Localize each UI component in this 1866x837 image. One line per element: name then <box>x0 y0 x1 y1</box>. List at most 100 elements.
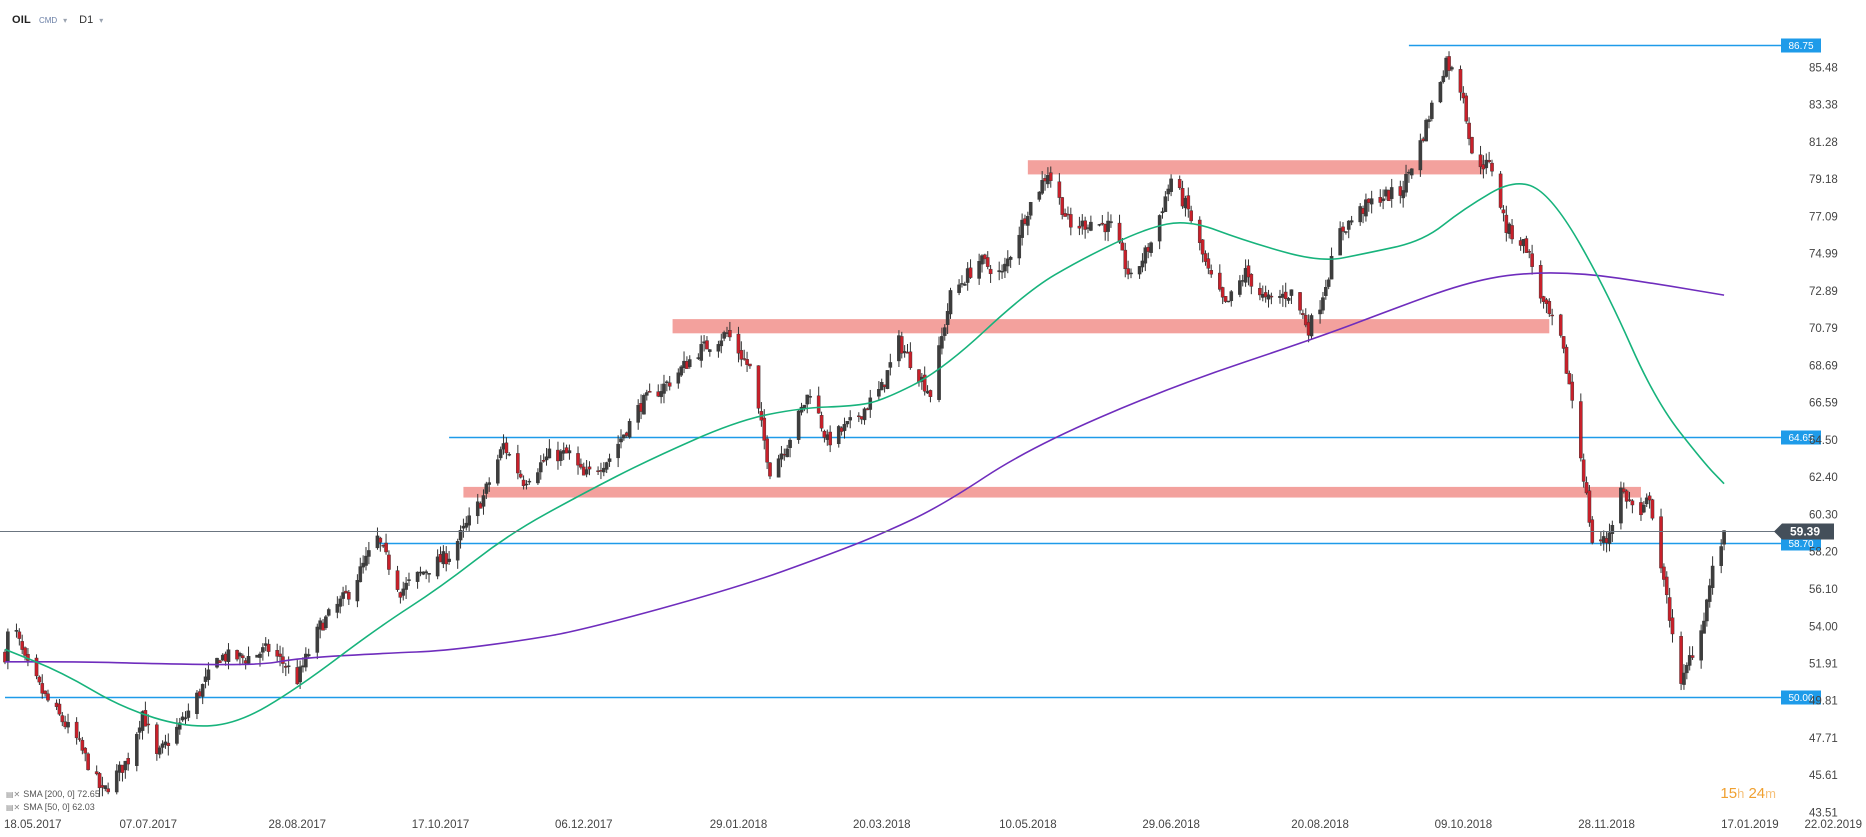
candle-body <box>805 394 810 405</box>
candle-body <box>86 753 90 771</box>
candle-body <box>1269 295 1274 298</box>
candle-body <box>1450 67 1454 70</box>
candle-body <box>1550 314 1554 317</box>
candle-body <box>1650 499 1655 519</box>
indicator-settings-icon[interactable]: ▤✕ <box>6 802 21 812</box>
candle-body <box>1258 288 1262 296</box>
candle-body <box>1490 162 1494 172</box>
candle-body <box>942 327 947 336</box>
level-tag-label: 58.70 <box>1788 539 1813 550</box>
horizontal-levels: 86.75 64.65 58.70 50.00 <box>5 38 1821 705</box>
level-tag <box>1781 690 1821 705</box>
candle-body <box>662 383 666 394</box>
candle-body <box>358 566 363 583</box>
candle-body <box>822 430 827 438</box>
y-tick-label: 54.00 <box>1809 621 1838 633</box>
candle-body <box>518 473 523 478</box>
candle-body <box>1627 499 1632 501</box>
candle-body <box>458 529 463 541</box>
candle-body <box>1679 636 1683 684</box>
candle-body <box>83 747 88 754</box>
symbol-dropdown-icon[interactable]: ▾ <box>63 15 68 25</box>
candle-body <box>195 692 199 715</box>
candle-body <box>963 283 967 286</box>
candle-body <box>899 336 904 354</box>
y-tick-label: 56.10 <box>1809 584 1838 596</box>
timeframe-dropdown-icon[interactable]: ▾ <box>99 15 104 25</box>
candle-body <box>1702 620 1706 634</box>
candle-body <box>1126 268 1130 275</box>
candle-body <box>619 438 623 443</box>
symbol-label[interactable]: OIL <box>12 14 31 26</box>
candle-body <box>527 480 532 483</box>
candle-body <box>985 257 990 267</box>
candle-body <box>908 351 913 368</box>
candle-body <box>1077 225 1082 229</box>
candle-body <box>521 479 526 487</box>
candle-body <box>779 453 784 460</box>
candle-body <box>1685 664 1689 674</box>
candle-body <box>1226 300 1231 303</box>
candle-body <box>1326 279 1331 287</box>
candle-body <box>97 773 102 789</box>
candle-body <box>1710 565 1715 588</box>
candle-body <box>114 770 119 793</box>
candle-body <box>828 431 832 446</box>
candle-body <box>1344 231 1348 233</box>
candle-body <box>155 724 159 754</box>
candle-body <box>1561 336 1566 349</box>
level-tag-label: 64.65 <box>1788 433 1813 444</box>
candle-body <box>496 459 500 484</box>
x-tick-label: 09.10.2018 <box>1435 819 1493 831</box>
candle-body <box>1664 576 1669 596</box>
y-tick-label: 72.89 <box>1809 286 1838 298</box>
candle-body <box>1524 238 1529 253</box>
candle-body <box>1318 309 1322 315</box>
timeframe-label[interactable]: D1 <box>79 14 94 26</box>
candle-body <box>1584 482 1589 494</box>
candle-body <box>1189 210 1193 222</box>
candle-body <box>94 771 99 775</box>
x-tick-label: 07.07.2017 <box>119 819 177 831</box>
candle-body <box>1177 179 1182 189</box>
candle-body <box>888 362 893 368</box>
candle-body <box>1624 490 1629 502</box>
candle-body <box>1719 546 1724 566</box>
candle-body <box>427 573 431 575</box>
candle-body <box>1048 172 1053 181</box>
candle-body <box>1129 272 1133 275</box>
indicator-settings-icon[interactable]: ▤✕ <box>6 789 21 799</box>
price-axis[interactable]: 85.48 83.38 81.28 79.18 77.09 74.99 72.89 70.79… <box>1809 62 1838 819</box>
candle-body <box>547 448 552 459</box>
candle-body <box>258 653 262 658</box>
candle-body <box>387 554 391 570</box>
candle-body <box>200 684 205 697</box>
candle-body <box>1619 487 1623 524</box>
candle-body <box>77 738 82 740</box>
candle-body <box>1120 242 1125 251</box>
legend-sma-200[interactable]: ▤✕ SMA [200, 0] 72.65 <box>6 789 100 799</box>
candle-body <box>404 582 408 590</box>
candle-body <box>177 722 182 730</box>
candle-body <box>367 550 371 557</box>
candle-body <box>395 570 400 590</box>
candle-body <box>722 332 726 339</box>
time-axis[interactable]: 18.05.2017 07.07.2017 28.08.2017 17.10.2017… <box>4 819 1862 831</box>
candle-body <box>481 495 486 507</box>
candle-body <box>347 591 351 600</box>
y-tick-label: 66.59 <box>1809 398 1838 410</box>
candle-body <box>1100 222 1105 225</box>
candle-body <box>1223 296 1228 302</box>
candle-body <box>134 733 139 766</box>
candle-body <box>676 372 681 384</box>
candle-body <box>275 650 279 657</box>
candle-body <box>1137 266 1142 275</box>
candle-body <box>183 717 188 720</box>
candle-body <box>304 653 308 668</box>
candle-body <box>1607 532 1612 544</box>
candle-body <box>739 350 744 360</box>
candle-body <box>123 760 128 771</box>
legend-sma-50[interactable]: ▤✕ SMA [50, 0] 62.03 <box>6 802 95 812</box>
candle-body <box>1630 500 1635 506</box>
